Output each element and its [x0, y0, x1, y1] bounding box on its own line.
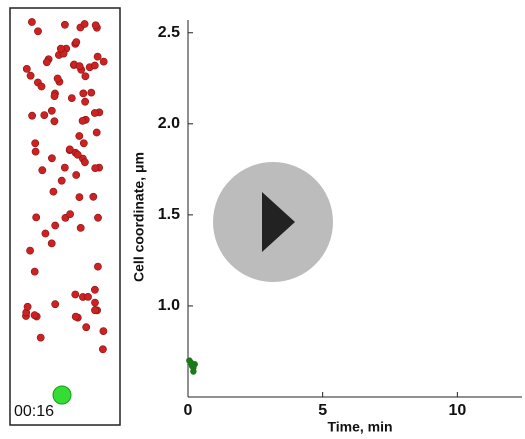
x-tick-label: 0 [184, 402, 193, 419]
particle [49, 187, 58, 196]
y-tick-label: 2.5 [158, 24, 180, 41]
x-tick-label: 5 [318, 402, 327, 419]
particle [81, 72, 90, 81]
particle [66, 210, 74, 218]
particle [60, 163, 69, 172]
play-button[interactable] [213, 162, 333, 282]
particle [91, 285, 99, 294]
particle [80, 20, 89, 28]
x-tick-label: 10 [448, 402, 466, 419]
particle [34, 27, 42, 36]
particle [92, 128, 101, 137]
y-axis-label: Cell coordinate, μm [131, 152, 147, 282]
particle [28, 111, 36, 120]
particle [50, 92, 59, 100]
particle [91, 164, 100, 172]
particle [72, 38, 81, 46]
particle [40, 111, 49, 119]
particle [61, 20, 69, 29]
particle [99, 345, 107, 354]
particle [81, 158, 89, 167]
particle [93, 52, 102, 61]
particle [87, 88, 96, 97]
particle [90, 61, 99, 70]
particle [37, 82, 46, 91]
point [191, 361, 198, 368]
particle [32, 213, 41, 222]
particle [71, 290, 80, 299]
particle [91, 298, 99, 307]
particle [91, 306, 99, 315]
particle [26, 246, 34, 255]
particle [41, 229, 50, 238]
particle [56, 44, 65, 53]
particle [78, 117, 87, 125]
particle [67, 94, 76, 102]
play-icon[interactable] [262, 192, 295, 252]
particle [51, 221, 60, 230]
particle [75, 132, 84, 140]
particle [53, 74, 62, 83]
particle [38, 166, 47, 175]
particle [89, 192, 98, 201]
particle [84, 292, 92, 301]
particle [30, 311, 39, 320]
particle [79, 89, 88, 98]
particle [22, 65, 31, 73]
particle [23, 302, 32, 311]
particle [31, 139, 40, 148]
particle [36, 333, 45, 342]
particle [94, 213, 102, 222]
particle [76, 223, 85, 232]
particle [82, 323, 91, 332]
particle [48, 154, 56, 163]
y-tick-label: 1.0 [158, 297, 180, 314]
y-tick-label: 1.5 [158, 206, 180, 223]
particle [90, 109, 99, 117]
particle [47, 106, 56, 115]
particle [73, 150, 82, 159]
cell-marker [52, 385, 72, 405]
plot: 1.0 1.5 2.0 2.5 0 5 10 [158, 24, 467, 419]
particle [99, 57, 108, 66]
particle [50, 117, 59, 126]
particle [99, 327, 108, 335]
y-tick-label: 2.0 [158, 115, 180, 132]
particle [75, 62, 84, 71]
particles [22, 18, 108, 354]
particle [26, 71, 35, 80]
particle [30, 267, 39, 276]
point [190, 368, 197, 375]
particle [57, 176, 66, 185]
particle [91, 21, 100, 30]
particle [65, 145, 74, 154]
particle [27, 18, 36, 26]
particle [51, 300, 60, 309]
particle [94, 262, 102, 271]
particle [81, 97, 89, 106]
timestamp: 00:16 [14, 403, 54, 420]
particle [75, 193, 84, 201]
particle [71, 312, 80, 321]
particle [72, 171, 81, 179]
particle [42, 58, 51, 67]
particle [47, 239, 56, 248]
x-axis-label: Time, min [327, 419, 392, 435]
particle [79, 139, 88, 148]
particle [31, 147, 40, 156]
